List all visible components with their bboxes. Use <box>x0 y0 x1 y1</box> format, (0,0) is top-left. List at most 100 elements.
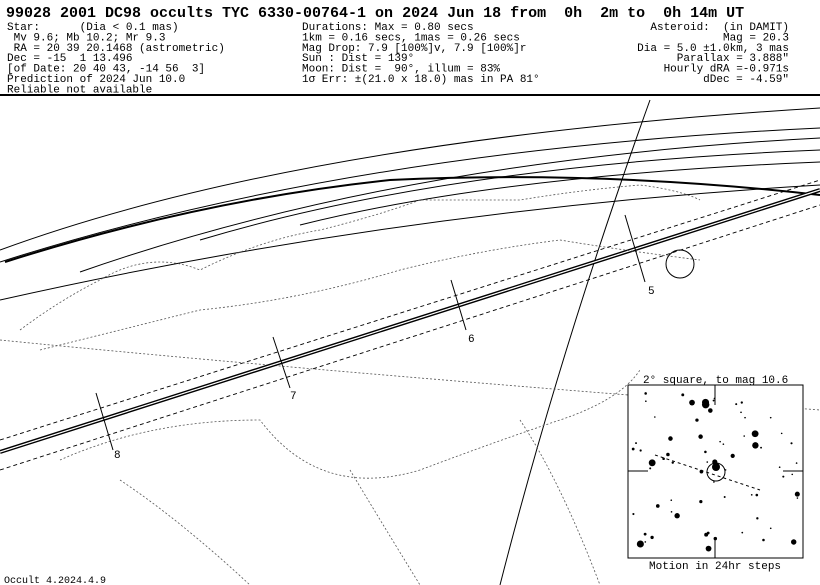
boundary-arc <box>199 149 820 241</box>
star <box>723 495 726 498</box>
star <box>724 469 727 471</box>
map: 5 6 7 8 <box>0 99 820 585</box>
star <box>636 540 644 548</box>
star <box>741 531 744 534</box>
star <box>655 504 660 508</box>
star <box>796 497 799 499</box>
star <box>794 491 800 497</box>
star <box>713 536 718 541</box>
site-circle <box>665 249 695 279</box>
star <box>752 442 759 449</box>
time-tick <box>272 336 291 389</box>
info-line: Dec = -15 1 13.496 <box>7 53 132 65</box>
star <box>708 408 713 413</box>
star <box>778 466 781 469</box>
star <box>671 461 674 464</box>
boundary-arc <box>0 127 820 263</box>
star <box>719 440 721 443</box>
info-line: Asteroid: (in DAMIT) <box>650 22 789 34</box>
info-line: RA = 20 39 20.1468 (astrometric) <box>7 43 225 55</box>
star <box>756 517 759 520</box>
info-line: Mv 9.6; Mb 10.2; Mr 9.3 <box>7 32 165 44</box>
time-tick <box>95 392 114 451</box>
star <box>712 463 720 471</box>
star <box>705 545 712 552</box>
path-edge <box>0 179 820 441</box>
crosshair <box>628 385 803 558</box>
star <box>670 511 673 513</box>
footer: Occult 4.2024.4.9 <box>4 575 106 585</box>
centre-line-gap <box>0 189 820 453</box>
time-label: 8 <box>114 450 121 462</box>
info-line: Reliable not available <box>7 84 152 96</box>
info-line: 1km = 0.16 secs, 1mas = 0.26 secs <box>302 32 520 44</box>
star <box>632 512 635 516</box>
star <box>744 416 746 419</box>
time-label: 6 <box>468 334 475 346</box>
star <box>780 432 783 435</box>
star <box>751 430 759 438</box>
star <box>769 527 772 530</box>
inset-frame <box>627 384 804 559</box>
star <box>648 459 656 467</box>
coastline <box>39 239 701 351</box>
star <box>635 442 637 445</box>
star <box>668 436 673 441</box>
star <box>643 532 647 536</box>
inset-caption: Motion in 24hr steps <box>649 561 781 573</box>
star <box>713 481 715 483</box>
border <box>119 419 601 585</box>
star <box>662 457 665 461</box>
info-line: Durations: Max = 0.80 secs <box>302 22 474 34</box>
star <box>698 434 703 439</box>
info-line: Mag Drop: 7.9 [100%]v, 7.9 [100%]r <box>302 43 526 55</box>
time-label: 5 <box>648 286 655 298</box>
star <box>704 450 707 454</box>
info-line: Moon: Dist = 90°, illum = 83% <box>302 64 500 76</box>
star <box>681 393 685 397</box>
star <box>644 392 647 395</box>
info-line: Sun : Dist = 139° <box>302 53 414 65</box>
time-label: 7 <box>290 391 297 403</box>
star <box>704 532 709 537</box>
star <box>699 469 704 474</box>
star <box>790 442 793 445</box>
info-line: Star: (Dia < 0.1 mas) <box>7 22 179 34</box>
star <box>750 493 753 496</box>
star <box>743 435 746 437</box>
star <box>735 403 738 406</box>
star <box>769 416 772 419</box>
time-tick <box>624 214 646 283</box>
star <box>689 399 695 406</box>
star <box>639 449 642 452</box>
star <box>649 467 652 470</box>
rise-set-curve <box>0 184 820 301</box>
star <box>791 473 794 476</box>
title: 99028 2001 DC98 occults TYC 6330-00764-1… <box>6 5 744 22</box>
star <box>699 500 703 504</box>
star <box>782 475 785 478</box>
star-chart-inset: 2° square, to mag 10.6 Motion in 24hr st… <box>627 375 804 573</box>
boundary-arc <box>79 137 820 273</box>
star <box>695 418 699 422</box>
star <box>631 447 635 451</box>
star <box>666 452 670 457</box>
info-line: Parallax = 3.888" <box>677 53 789 65</box>
star <box>740 411 742 414</box>
info-line: dDec = -4.59" <box>703 74 789 86</box>
limit-curve <box>4 176 820 263</box>
star <box>701 398 710 406</box>
star <box>706 461 709 463</box>
info-line: [of Date: 20 40 43, -14 56 3] <box>7 64 205 76</box>
star <box>713 397 716 400</box>
star <box>740 401 743 404</box>
info-line: Prediction of 2024 Jun 10.0 <box>7 74 185 86</box>
star <box>730 453 735 458</box>
star <box>760 446 762 449</box>
star <box>645 400 647 403</box>
time-tick <box>450 279 467 331</box>
star <box>722 443 725 445</box>
info-line: 1σ Err: ±(21.0 x 18.0) mas in PA 81° <box>302 74 540 86</box>
star <box>795 462 798 464</box>
